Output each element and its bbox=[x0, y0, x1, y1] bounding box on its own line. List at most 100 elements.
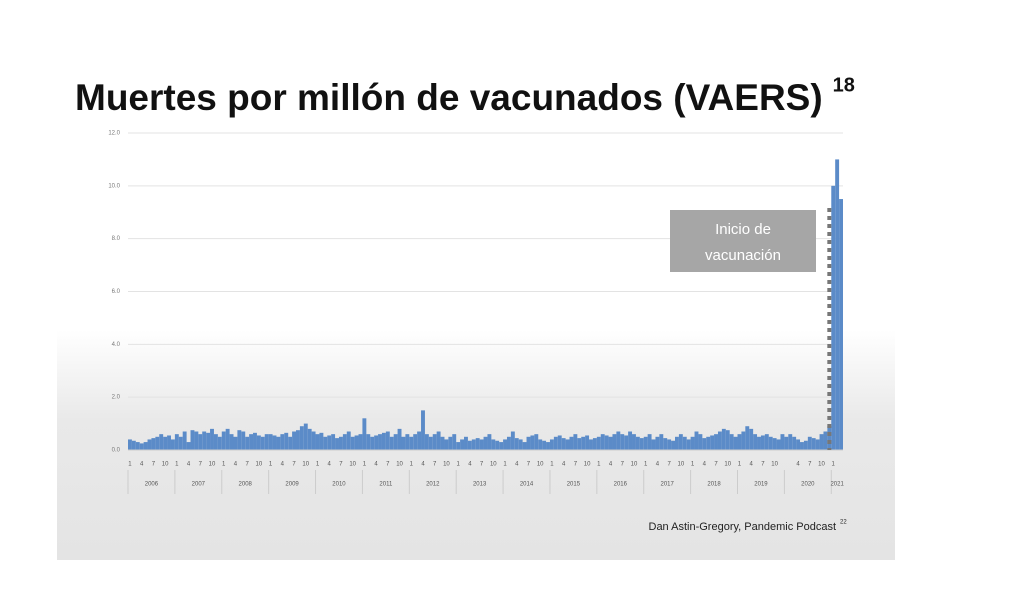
bar bbox=[702, 438, 707, 450]
bar bbox=[819, 434, 824, 450]
bar bbox=[522, 442, 527, 450]
bar bbox=[557, 435, 562, 450]
year-label: 2018 bbox=[707, 482, 721, 488]
bar bbox=[170, 439, 175, 450]
x-tick-label: 7 bbox=[339, 462, 343, 468]
bar bbox=[717, 431, 722, 450]
x-tick-label: 1 bbox=[503, 462, 507, 468]
bar bbox=[296, 430, 300, 450]
bar bbox=[131, 440, 136, 450]
bar bbox=[182, 431, 187, 450]
x-tick-label: 7 bbox=[667, 462, 671, 468]
bar bbox=[655, 436, 660, 450]
annotation-box bbox=[670, 210, 816, 272]
bar bbox=[194, 431, 199, 450]
year-label: 2021 bbox=[830, 482, 844, 488]
bar bbox=[428, 436, 433, 450]
x-tick-label: 1 bbox=[691, 462, 695, 468]
bar bbox=[811, 438, 816, 450]
bar bbox=[315, 434, 320, 450]
bar bbox=[526, 436, 531, 450]
source: Dan Astin-Gregory, Pandemic Podcast bbox=[649, 521, 837, 533]
bar bbox=[487, 434, 492, 450]
bar bbox=[147, 439, 152, 450]
bar bbox=[706, 436, 711, 450]
bar bbox=[151, 438, 156, 450]
x-tick-label: 4 bbox=[796, 462, 800, 468]
source-superscript: 22 bbox=[840, 520, 847, 526]
bar bbox=[335, 438, 339, 450]
bar bbox=[561, 438, 566, 450]
bar bbox=[167, 435, 171, 450]
title-superscript: 18 bbox=[833, 74, 855, 96]
bar bbox=[159, 434, 164, 450]
bar bbox=[346, 431, 351, 450]
x-tick-label: 1 bbox=[128, 462, 132, 468]
bar bbox=[202, 431, 207, 450]
year-label: 2008 bbox=[239, 482, 253, 488]
x-tick-label: 10 bbox=[678, 462, 685, 468]
bar bbox=[714, 434, 718, 450]
y-tick-label: 2.0 bbox=[112, 395, 121, 401]
x-tick-label: 1 bbox=[222, 462, 226, 468]
x-tick-label: 1 bbox=[597, 462, 601, 468]
bar bbox=[292, 431, 297, 450]
x-tick-label: 4 bbox=[656, 462, 660, 468]
bar bbox=[467, 440, 472, 450]
bar bbox=[803, 440, 808, 450]
x-tick-label: 10 bbox=[771, 462, 778, 468]
x-tick-label: 7 bbox=[527, 462, 531, 468]
bar bbox=[405, 434, 410, 450]
year-label: 2013 bbox=[473, 482, 487, 488]
x-tick-label: 10 bbox=[162, 462, 169, 468]
bar bbox=[573, 434, 578, 450]
x-tick-label: 10 bbox=[443, 462, 450, 468]
bar bbox=[596, 436, 601, 450]
bar bbox=[549, 439, 554, 450]
bar bbox=[432, 434, 437, 450]
bar bbox=[483, 436, 488, 450]
bar bbox=[839, 199, 843, 450]
bar bbox=[600, 434, 605, 450]
year-label: 2012 bbox=[426, 482, 440, 488]
bar bbox=[358, 434, 363, 450]
bar bbox=[768, 436, 773, 450]
bar bbox=[757, 436, 761, 450]
bar bbox=[725, 430, 730, 450]
bar bbox=[776, 439, 781, 450]
bar bbox=[448, 436, 453, 450]
bar bbox=[788, 434, 793, 450]
bar bbox=[553, 436, 558, 450]
bar bbox=[225, 428, 230, 450]
bar bbox=[452, 434, 457, 450]
bar bbox=[350, 436, 355, 450]
bar bbox=[264, 434, 269, 450]
bar bbox=[721, 428, 726, 450]
x-tick-label: 4 bbox=[187, 462, 191, 468]
year-label: 2006 bbox=[145, 482, 159, 488]
bar bbox=[284, 432, 289, 450]
bar bbox=[690, 436, 695, 450]
bar bbox=[327, 435, 332, 450]
x-tick-label: 4 bbox=[281, 462, 285, 468]
bar bbox=[632, 434, 636, 450]
bar bbox=[311, 431, 316, 450]
bar bbox=[362, 418, 367, 450]
bar bbox=[780, 434, 785, 450]
year-label: 2014 bbox=[520, 482, 534, 488]
bar bbox=[585, 435, 590, 450]
bar bbox=[366, 434, 371, 450]
x-tick-label: 10 bbox=[724, 462, 731, 468]
x-tick-label: 10 bbox=[396, 462, 403, 468]
x-tick-label: 4 bbox=[468, 462, 472, 468]
x-tick-label: 4 bbox=[421, 462, 425, 468]
bar bbox=[733, 436, 738, 450]
bar bbox=[624, 435, 629, 450]
bar bbox=[135, 442, 140, 450]
bar bbox=[616, 431, 621, 450]
x-tick-label: 7 bbox=[433, 462, 437, 468]
bar bbox=[577, 438, 582, 450]
bar bbox=[155, 436, 160, 450]
bar bbox=[796, 439, 801, 450]
bar bbox=[389, 436, 394, 450]
